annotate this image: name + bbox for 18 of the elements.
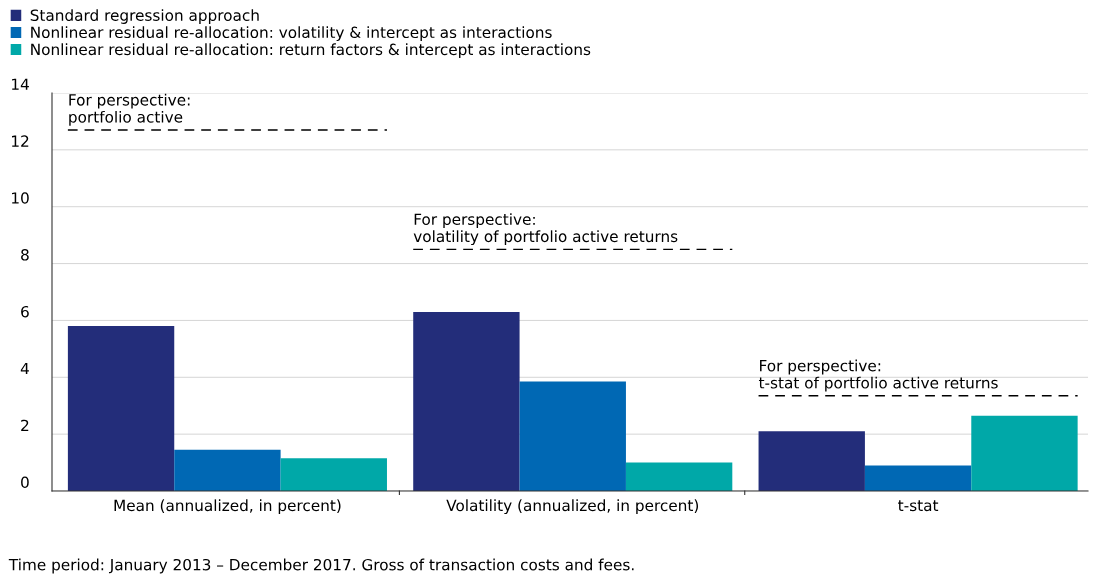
y-tick-label: 2 (21, 419, 29, 431)
ref-line-label: For perspective: volatility of portfolio active returns (413, 213, 678, 246)
legend-label: Standard regression approach (30, 9, 259, 24)
ref-line-label: For perspective: portfolio active (69, 93, 190, 126)
ref-line-label: For perspective: t-stat of portfolio active returns (758, 359, 998, 392)
y-tick-label: 14 (12, 78, 29, 90)
x-tick-label: t-stat (898, 500, 939, 512)
y-tick-label: 0 (21, 476, 29, 489)
y-tick-label: 12 (12, 135, 29, 147)
y-tick-label: 4 (20, 362, 29, 375)
legend-label: Nonlinear residual re-allocation: volatility & intercept as interactions (31, 26, 552, 42)
x-tick-label: Mean (annualized, in percent) (114, 499, 341, 515)
y-tick-label: 8 (21, 249, 29, 261)
x-tick-label: Volatility (annualized, in percent) (446, 499, 699, 515)
y-tick-label: 10 (12, 192, 29, 204)
legend-label: Nonlinear residual re-allocation: return factors & intercept as interactions (31, 43, 591, 59)
text: Time period: January 2013 – December 2017. Gross of transaction costs and fees. (8, 558, 634, 574)
y-tick-label: 6 (21, 305, 29, 318)
